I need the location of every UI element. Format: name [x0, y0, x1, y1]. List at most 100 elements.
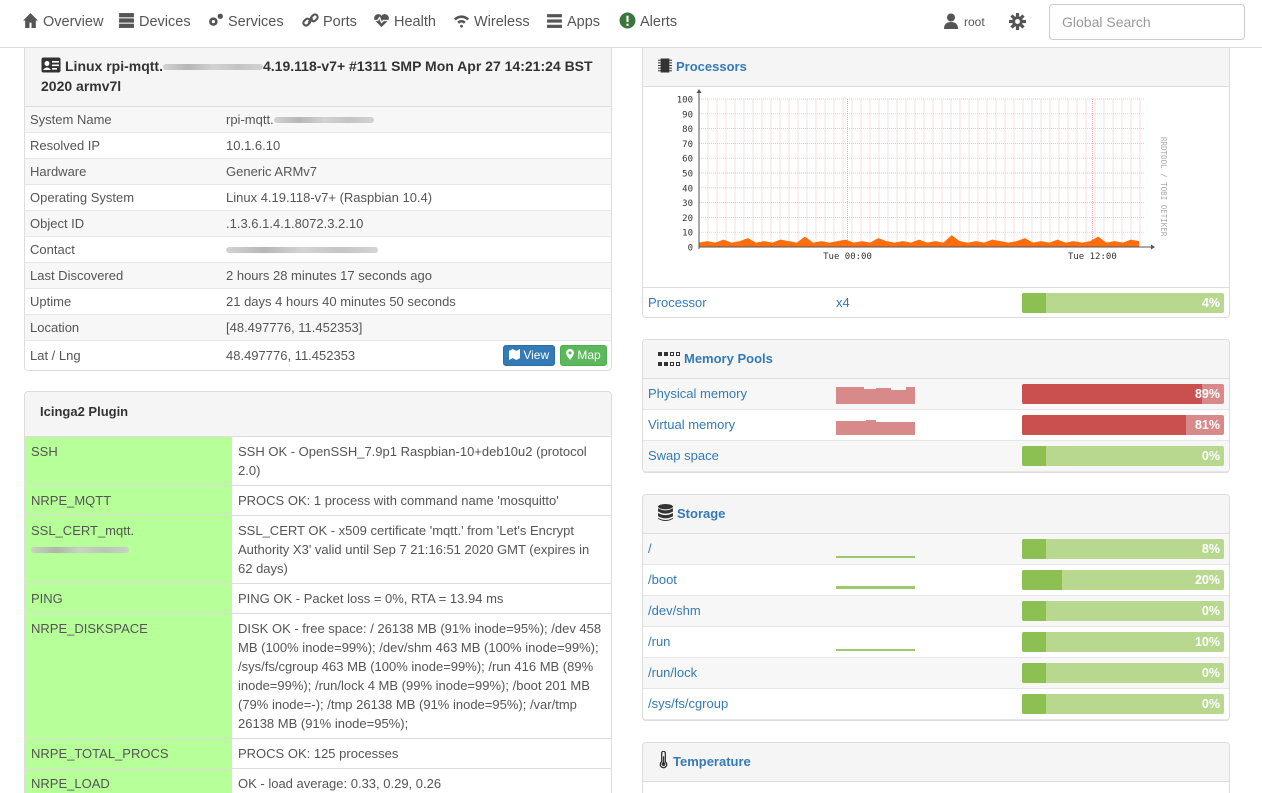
memory-row[interactable]: Physical memory 89%: [643, 379, 1229, 410]
usage-bar-fill: [1022, 415, 1186, 435]
storage-title-link[interactable]: Storage: [677, 506, 726, 521]
wifi-icon: [453, 15, 470, 28]
processor-name-link[interactable]: Processor: [648, 295, 707, 310]
row-key: Resolved IP: [30, 138, 101, 153]
memory-pools-header: Memory Pools: [643, 340, 1229, 379]
usage-bar-fill: [1022, 446, 1047, 466]
y-axis-arrow: [696, 89, 702, 93]
usage-bar-fill: [1022, 632, 1047, 652]
x-axis-arrow: [1151, 244, 1155, 250]
nav-alerts[interactable]: Alerts: [619, 12, 677, 32]
tasks-icon: [547, 14, 562, 28]
y-tick-label: 30: [682, 199, 693, 209]
nav-apps[interactable]: Apps: [546, 12, 600, 32]
row-value: Linux 4.19.118-v7+ (Raspbian 10.4): [226, 190, 433, 205]
nav-devices-label: Devices: [139, 14, 191, 30]
system-info-table: System Name rpi-mqtt. Resolved IP 10.1.6.1…: [25, 107, 611, 370]
check-name: SSH: [25, 437, 232, 485]
row-value: [48.497776, 11.452353]: [226, 320, 363, 335]
storage-row[interactable]: /run 10%: [643, 627, 1229, 658]
x-tick-label: Tue 00:00: [823, 252, 872, 262]
row-key: Location: [30, 320, 80, 335]
nav-services[interactable]: Services: [207, 12, 284, 32]
usage-bar-fill: [1022, 694, 1047, 714]
temperature-header: Temperature: [643, 743, 1229, 782]
storage-row[interactable]: /dev/shm 0%: [643, 596, 1229, 627]
check-output: PING OK - Packet loss = 0%, RTA = 13.94 …: [238, 591, 504, 606]
storage-sparkline: [836, 649, 915, 651]
check-output: OK - load average: 0.33, 0.29, 0.26: [238, 776, 442, 791]
y-tick-label: 50: [682, 170, 693, 180]
nav-health[interactable]: Health: [373, 12, 436, 32]
processors-title-link[interactable]: Processors: [676, 59, 747, 74]
map-icon: [509, 349, 520, 360]
redacted-hostname: [163, 64, 263, 70]
processor-row[interactable]: Processor x4 4%: [643, 288, 1229, 317]
processor-graph[interactable]: RRDTOOL / TOBI OETIKER 0 10 20 30 40 50 60 70 80…: [643, 87, 1229, 288]
usage-bar-fill: [1022, 293, 1047, 313]
usage-bar-label: 4%: [1201, 296, 1220, 310]
storage-sparkline: [836, 586, 915, 589]
storage-row[interactable]: /boot 20%: [643, 565, 1229, 596]
storage-name-link[interactable]: /run: [648, 634, 671, 649]
usage-bar-fill: [1022, 663, 1047, 683]
memory-row[interactable]: Swap space 0%: [643, 441, 1229, 472]
row-key: Lat / Lng: [30, 348, 81, 363]
usage-bar: 81%: [1022, 415, 1224, 435]
storage-sparkline: [836, 556, 915, 558]
memory-pools-title-link[interactable]: Memory Pools: [684, 351, 773, 366]
x-tick-label: Tue 12:00: [1068, 252, 1117, 262]
memory-name-link[interactable]: Virtual memory: [648, 417, 736, 432]
user-menu[interactable]: root: [944, 12, 985, 32]
server-icon: [119, 13, 134, 28]
temperature-title-link[interactable]: Temperature: [673, 754, 751, 769]
table-row: System Name rpi-mqtt.: [25, 107, 611, 133]
nav-wireless[interactable]: Wireless: [453, 12, 530, 32]
storage-name-link[interactable]: /sys/fs/cgroup: [648, 696, 729, 711]
row-value: [226, 237, 378, 262]
y-tick-label: 100: [677, 96, 693, 106]
table-row: Operating System Linux 4.19.118-v7+ (Rasp…: [25, 185, 611, 211]
storage-name-link[interactable]: /boot: [648, 572, 677, 587]
nav-apps-label: Apps: [567, 14, 601, 30]
temperature-panel: Temperature: [642, 742, 1230, 793]
memory-name-link[interactable]: Swap space: [648, 448, 719, 463]
home-icon: [23, 13, 38, 28]
row-key: Contact: [30, 242, 75, 257]
storage-name-link[interactable]: /run/lock: [648, 665, 698, 680]
storage-row[interactable]: /run/lock 0%: [643, 658, 1229, 689]
row-value: 2 hours 28 minutes 17 seconds ago: [226, 268, 432, 283]
table-row: NRPE_MQTT PROCS OK: 1 process with comman…: [25, 486, 611, 516]
gear-icon[interactable]: [1009, 13, 1026, 30]
memory-name-link[interactable]: Physical memory: [648, 386, 747, 401]
row-value: 10.1.6.10: [226, 138, 281, 153]
row-value: rpi-mqtt.: [226, 107, 374, 132]
map-button[interactable]: Map: [560, 345, 607, 366]
row-key: System Name: [30, 112, 112, 127]
nav-ports[interactable]: Ports: [302, 12, 357, 32]
redacted-contact: [226, 247, 378, 253]
storage-name-link[interactable]: /dev/shm: [648, 603, 701, 618]
system-title-suffix: 4.19.118-v7+ #1311 SMP Mon Apr 27 14:21:…: [41, 58, 593, 94]
nav-overview[interactable]: Overview: [22, 12, 103, 32]
user-icon: [944, 13, 958, 29]
exclamation-circle-icon: [619, 12, 636, 29]
y-tick-label: 0: [688, 244, 693, 254]
memory-sparkline: [836, 420, 915, 435]
storage-name-link[interactable]: /: [648, 541, 652, 556]
table-row: NRPE_LOAD OK - load average: 0.33, 0.29, …: [25, 769, 611, 793]
nav-overview-label: Overview: [43, 14, 104, 30]
global-search-input[interactable]: [1049, 4, 1245, 40]
storage-row[interactable]: / 8%: [643, 534, 1229, 565]
row-value: .1.3.6.1.4.1.8072.3.2.10: [226, 216, 364, 231]
nav-devices[interactable]: Devices: [118, 12, 191, 32]
row-value: 48.497776, 11.452353: [226, 348, 356, 363]
table-row: Uptime 21 days 4 hours 40 minutes 50 seco…: [25, 289, 611, 315]
chart-side-label: RRDTOOL / TOBI OETIKER: [1159, 137, 1168, 237]
processor-count[interactable]: x4: [836, 295, 850, 310]
row-value: Generic ARMv7: [226, 164, 318, 179]
view-button[interactable]: View: [503, 345, 556, 366]
storage-row[interactable]: /sys/fs/cgroup 0%: [643, 689, 1229, 720]
memory-row[interactable]: Virtual memory 81%: [643, 410, 1229, 441]
nav-ports-label: Ports: [323, 14, 357, 30]
